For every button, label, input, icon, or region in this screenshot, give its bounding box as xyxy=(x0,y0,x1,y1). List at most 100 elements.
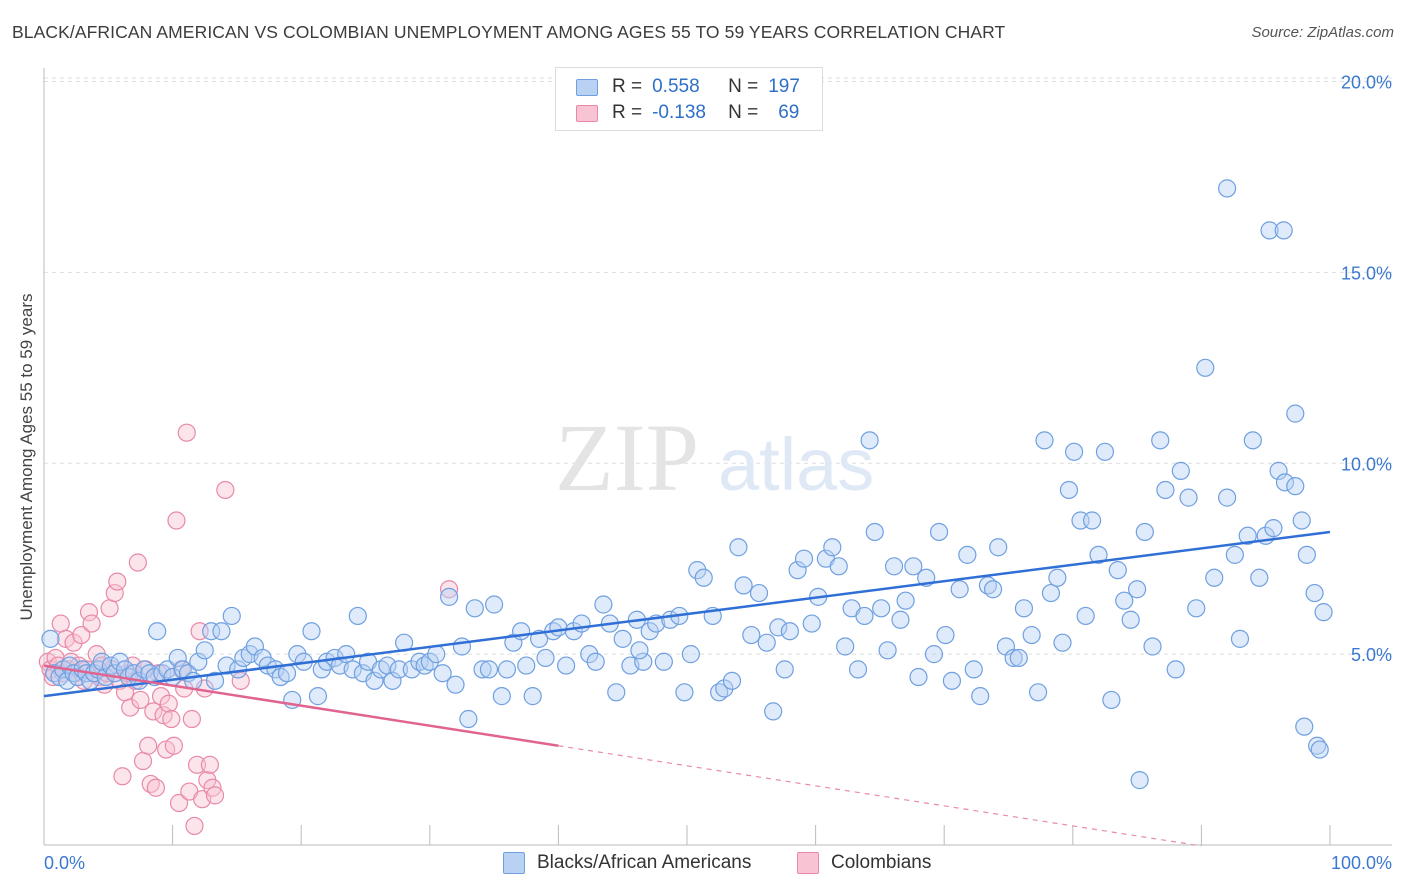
trend-lines xyxy=(43,530,1331,847)
black-point xyxy=(433,664,452,683)
black-point xyxy=(769,618,788,637)
legend-r-value: -0.138 xyxy=(652,102,706,123)
black-point xyxy=(479,660,499,679)
colombian-point xyxy=(182,709,201,729)
bottom-legend-colombian[interactable]: Colombians xyxy=(797,852,931,874)
black-point xyxy=(929,522,949,542)
black-point xyxy=(465,599,484,618)
colombian-point xyxy=(82,614,101,633)
black-point xyxy=(729,538,748,557)
colombian-point xyxy=(121,698,140,717)
axes-layer xyxy=(43,68,1392,846)
black-point xyxy=(1004,648,1023,668)
black-point xyxy=(1059,480,1079,500)
black-point xyxy=(497,660,517,679)
black-point xyxy=(302,622,321,641)
black-point xyxy=(904,557,923,576)
black-point xyxy=(1095,442,1115,461)
black-point xyxy=(872,599,891,618)
black-point xyxy=(1187,599,1206,618)
black-point xyxy=(308,687,328,706)
black-point xyxy=(1295,717,1314,736)
black-point xyxy=(983,580,1003,599)
black-point xyxy=(222,606,241,626)
black-point xyxy=(420,652,439,671)
black-point xyxy=(855,606,874,626)
black-point xyxy=(549,618,568,637)
black-point xyxy=(427,645,446,664)
black-point xyxy=(694,568,713,587)
black-point xyxy=(950,580,969,599)
watermark-zip: ZIP xyxy=(555,404,699,511)
colombian-point xyxy=(100,599,119,618)
black-point xyxy=(1115,591,1134,610)
black-point xyxy=(1250,568,1269,587)
black-point xyxy=(485,595,504,614)
watermark: ZIP atlas xyxy=(555,404,874,511)
y-tick-label: 20.0% xyxy=(1341,73,1392,93)
legend-swatch-colombian xyxy=(576,104,598,122)
black-point xyxy=(459,709,478,729)
black-point xyxy=(1205,568,1224,587)
x-tick-label: 0.0% xyxy=(44,853,85,873)
colombian-point xyxy=(64,633,83,652)
black-point xyxy=(989,538,1008,557)
colombian-point xyxy=(133,751,153,771)
black-point xyxy=(1196,358,1215,377)
black-point xyxy=(195,641,214,660)
legend-r-value: 0.558 xyxy=(652,76,700,97)
colombian-point xyxy=(185,816,204,836)
colombian-point xyxy=(187,755,207,774)
black-point xyxy=(1143,637,1162,656)
black-point xyxy=(715,679,734,698)
legend-r-label: R = xyxy=(612,76,643,97)
black-point xyxy=(1286,477,1305,496)
legend-row-colombian: R = -0.138 N = 69 xyxy=(576,101,799,125)
black-point xyxy=(780,622,799,641)
black-point xyxy=(823,538,842,557)
black-point xyxy=(205,671,225,690)
black-point xyxy=(634,652,653,671)
colombian-point xyxy=(146,778,165,797)
bottom-legend-black[interactable]: Blacks/African Americans xyxy=(503,852,751,874)
black-point xyxy=(1171,461,1190,480)
black-point xyxy=(572,614,591,633)
black-point xyxy=(148,622,167,641)
black-point xyxy=(1048,568,1067,587)
black-point xyxy=(958,545,977,564)
black-point xyxy=(1041,583,1061,603)
black-point xyxy=(523,687,542,706)
colombian-point xyxy=(167,511,186,530)
black-point xyxy=(92,652,111,671)
tick-labels: 5.0% 10.0% 15.0% 20.0% 0.0% 100.0% xyxy=(44,73,1392,874)
black-point xyxy=(757,633,776,652)
legend-r-label: R = xyxy=(612,102,643,123)
black-point xyxy=(212,622,231,641)
black-point xyxy=(1275,473,1295,492)
black-point xyxy=(1089,545,1108,564)
black-point xyxy=(1076,606,1095,626)
black-point xyxy=(942,671,962,690)
black-point xyxy=(217,656,236,675)
black-point xyxy=(909,667,928,687)
x-tick-label: 100.0% xyxy=(1331,853,1392,873)
black-point xyxy=(640,622,659,641)
black-point xyxy=(1082,511,1102,530)
black-point xyxy=(1130,771,1149,790)
black-point xyxy=(675,683,694,702)
black-point xyxy=(681,645,700,664)
black-point xyxy=(878,641,897,660)
y-axis-label: Unemployment Among Ages 55 to 59 years xyxy=(17,294,36,621)
black-point xyxy=(630,641,649,660)
black-point xyxy=(389,660,409,679)
black-point xyxy=(446,675,465,694)
colombian-point xyxy=(51,614,70,633)
colombian-point xyxy=(159,694,178,713)
black-trend-line xyxy=(43,530,1331,698)
black-point xyxy=(764,702,783,721)
black-point xyxy=(1269,461,1288,480)
colombian-trend-line xyxy=(43,664,559,747)
bottom-legend-label-black: Blacks/African Americans xyxy=(537,852,752,873)
black-point xyxy=(594,595,613,614)
black-point xyxy=(41,629,60,648)
